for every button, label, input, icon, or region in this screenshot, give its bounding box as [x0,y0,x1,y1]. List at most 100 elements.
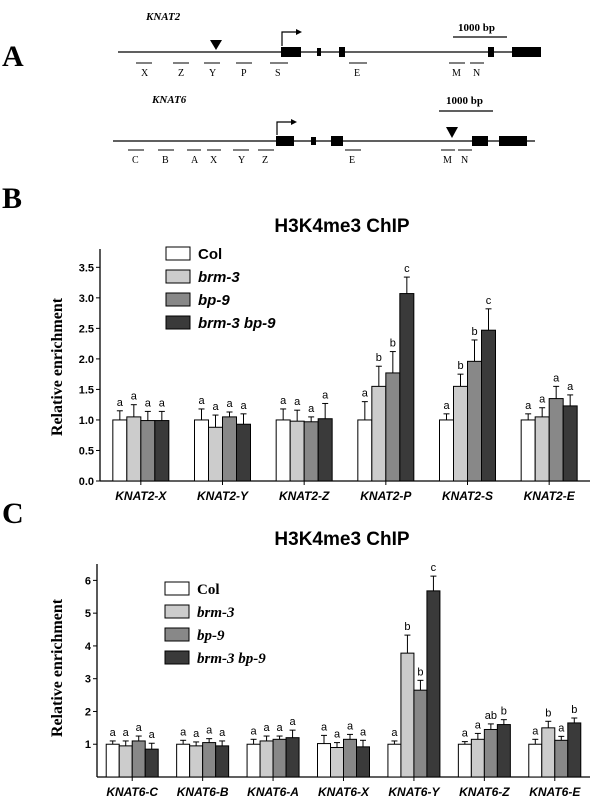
significance-label: b [457,360,463,372]
bar-brm-3 [371,385,387,482]
bar-col [317,743,331,778]
significance-label: a [180,726,187,738]
significance-label: a [334,729,341,741]
significance-label: b [376,352,382,364]
amplicon-label: M [452,68,461,79]
significance-label: a [322,389,329,401]
x-tick-label: KNAT6-Y [388,785,440,799]
insertion-triangle-knat6 [446,127,458,138]
amplicon-label: Z [262,155,268,166]
bar-brm-3-bp-9 [144,748,159,778]
amplicon-x: X [136,62,152,79]
amplicon-label: B [162,155,169,166]
bar-brm-3 [400,652,415,778]
amplicon-label: C [132,155,139,166]
y-tick-label: 2.5 [79,323,94,335]
x-tick-label: KNAT6-B [177,785,229,799]
significance-label: a [294,396,301,408]
amplicon-label: X [141,68,149,79]
x-tick-label: KNAT6-A [247,785,299,799]
significance-label: b [404,621,410,633]
x-tick-label: KNAT2-S [442,489,493,503]
bar-col [105,743,120,778]
tss-arrowhead-knat6 [291,119,297,125]
bar-brm-3-bp-9 [496,724,511,778]
bar-brm-3-bp-9 [236,423,251,482]
significance-label: c [404,263,410,275]
bar-brm-3 [208,426,223,482]
amplicon-c: C [128,149,144,166]
bar-col [275,419,291,482]
significance-label: a [251,725,258,737]
bar-col [387,743,402,778]
amplicon-label: N [473,68,480,79]
bar-brm-3-bp-9 [356,746,370,778]
gene-name-knat2: KNAT2 [145,11,181,23]
y-axis-label: Relative enrichment [49,297,66,436]
significance-label: a [525,400,532,412]
legend-label-col: Col [198,246,222,263]
chart-knat6-h3k4me3: H3K4me3 ChIP Relative enrichment 1 2 3 4 5 6 K… [49,529,590,799]
significance-label: a [123,727,130,739]
legend-swatch-brm-3-bp-9 [164,650,190,665]
significance-label: a [277,722,284,734]
significance-label: a [347,720,354,732]
amplicon-m: M [441,149,455,166]
significance-label: b [571,704,577,716]
amplicon-y: Y [204,62,220,79]
bar-brm-3-bp-9 [562,405,578,482]
x-tick-label: KNAT2-X [115,489,167,503]
amplicon-label: P [241,68,247,79]
significance-label: a [159,397,166,409]
bar-brm-3-bp-9 [285,737,300,778]
significance-label: a [136,722,143,734]
significance-label: a [290,716,297,728]
significance-label: a [110,727,117,739]
bar-brm-3 [541,727,556,778]
bar-bp-9 [303,421,319,482]
significance-label: a [475,719,482,731]
significance-label: a [149,729,156,741]
y-tick-label: 3.5 [79,262,94,274]
significance-label: b [545,707,551,719]
legend-swatch-col [164,581,190,596]
bar-brm-3-bp-9 [317,418,333,482]
significance-label: b [471,326,477,338]
tss-arrow-knat2 [281,31,296,46]
legend-swatch-bp-9 [165,292,191,307]
bar-bp-9 [131,740,146,778]
x-tick-label: KNAT6-Z [459,785,510,799]
scale-label-knat6: 1000 bp [446,95,483,107]
y-tick-label: 0.0 [79,476,94,488]
bar-col [176,743,191,778]
significance-label: a [567,381,574,393]
significance-label: a [280,395,287,407]
significance-label: ab [485,710,497,722]
significance-label: a [145,397,152,409]
amplicon-label: E [354,68,360,79]
amplicon-label: Y [209,68,216,79]
amplicon-p: P [236,62,252,79]
exon-knat2 [339,47,345,57]
legend-label-brm-3-bp-9: brm-3 bp-9 [198,315,276,332]
panel-label-a: A [2,40,24,73]
exon-knat6 [311,137,316,145]
y-tick-label: 5 [85,608,91,620]
significance-label: a [226,398,233,410]
bar-col [357,419,373,482]
chart-title: H3K4me3 ChIP [274,216,409,237]
significance-label: a [321,721,328,733]
y-tick-label: 6 [85,575,91,587]
bar-brm-3 [289,420,305,482]
x-tick-label: KNAT2-P [360,489,412,503]
significance-label: a [240,400,247,412]
bar-brm-3-bp-9 [215,745,230,778]
tss-arrow-knat6 [276,121,291,135]
significance-label: a [131,391,138,403]
y-tick-label: 4 [85,641,92,653]
significance-label: c [431,562,437,574]
chart-title: H3K4me3 ChIP [274,529,409,550]
significance-label: a [362,388,369,400]
exon-knat2 [281,47,301,57]
